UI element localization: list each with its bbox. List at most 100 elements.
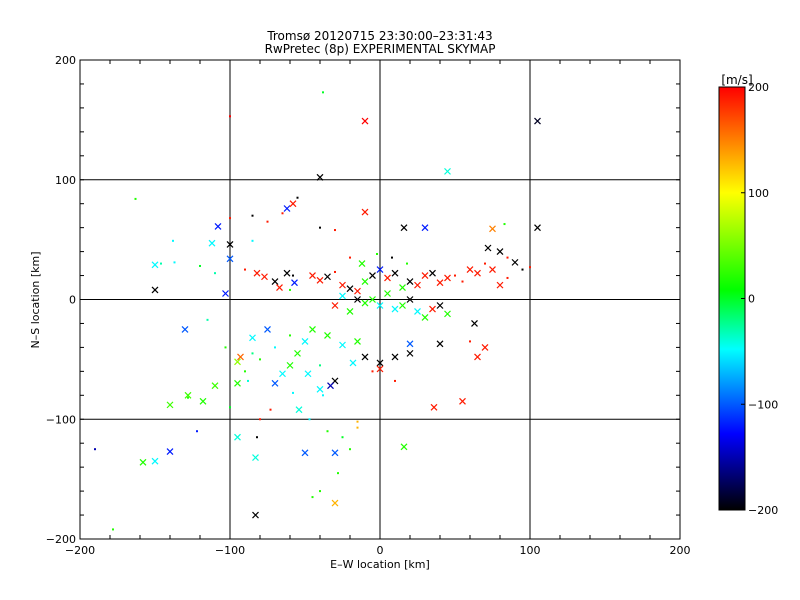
data-point-dot: [207, 319, 209, 321]
data-point-cross: [167, 402, 173, 408]
data-point-cross: [422, 314, 428, 320]
data-point-cross: [317, 386, 323, 392]
data-point-cross: [340, 293, 346, 299]
data-point-cross: [290, 201, 296, 207]
data-point-dot: [322, 91, 324, 93]
data-point-dot: [270, 409, 272, 411]
data-point-cross: [415, 282, 421, 288]
data-point-cross: [310, 326, 316, 332]
data-point-cross: [385, 291, 391, 297]
data-point-dot: [196, 430, 198, 432]
data-point-dot: [334, 229, 336, 231]
chart-subtitle: RwPretec (8p) EXPERIMENTAL SKYMAP: [265, 42, 496, 56]
data-point-cross: [359, 261, 365, 267]
data-point-dot: [259, 358, 261, 360]
data-point-dot: [322, 394, 324, 396]
colorbar-tick-label: 200: [748, 81, 769, 94]
data-point-cross: [490, 226, 496, 232]
x-tick-label: 100: [520, 544, 541, 557]
data-point-dot: [357, 421, 359, 423]
data-point-cross: [350, 360, 356, 366]
data-point-cross: [490, 267, 496, 273]
data-point-dot: [259, 418, 261, 420]
data-point-cross: [235, 434, 241, 440]
data-point-dot: [334, 271, 336, 273]
data-point-cross: [287, 362, 293, 368]
data-point-dot: [376, 253, 378, 255]
data-point-cross: [310, 273, 316, 279]
data-point-cross: [317, 277, 323, 283]
data-point-cross: [200, 398, 206, 404]
y-tick-label: 100: [55, 174, 76, 187]
data-point-cross: [475, 270, 481, 276]
data-point-cross: [325, 274, 331, 280]
data-point-cross: [355, 338, 361, 344]
data-point-cross: [467, 267, 473, 273]
data-point-dot: [252, 352, 254, 354]
data-point-cross: [485, 245, 491, 251]
data-point-cross: [445, 275, 451, 281]
data-point-cross: [140, 459, 146, 465]
chart-title: Tromsø 20120715 23:30:00–23:31:43: [266, 29, 492, 43]
data-point-dot: [319, 227, 321, 229]
data-point-dot: [274, 346, 276, 348]
data-point-cross: [482, 344, 488, 350]
data-point-dot: [372, 370, 374, 372]
data-point-cross: [430, 306, 436, 312]
data-point-cross: [460, 398, 466, 404]
data-point-cross: [422, 225, 428, 231]
data-point-cross: [370, 273, 376, 279]
data-point-cross: [332, 500, 338, 506]
colorbar-ticks: 200 100 0 −100 −200: [741, 81, 778, 517]
data-point-dot: [135, 198, 137, 200]
data-point-dot: [319, 364, 321, 366]
data-point-dot: [289, 289, 291, 291]
data-point-cross: [445, 311, 451, 317]
data-point-cross: [265, 326, 271, 332]
data-point-dot: [349, 257, 351, 259]
y-tick-label: 0: [69, 294, 76, 307]
data-point-cross: [295, 350, 301, 356]
data-point-dot: [94, 448, 96, 450]
data-point-cross: [437, 280, 443, 286]
data-point-cross: [280, 371, 286, 377]
data-point-cross: [392, 354, 398, 360]
data-point-cross: [475, 354, 481, 360]
data-point-cross: [400, 285, 406, 291]
data-point-cross: [284, 205, 290, 211]
data-point-cross: [223, 291, 229, 297]
data-point-cross: [392, 270, 398, 276]
data-point-dot: [252, 215, 254, 217]
data-point-cross: [340, 282, 346, 288]
data-point-dot: [319, 490, 321, 492]
data-point-cross: [296, 407, 302, 413]
y-tick-label: −200: [46, 533, 76, 546]
data-point-dot: [391, 257, 393, 259]
data-point-cross: [362, 209, 368, 215]
data-point-cross: [407, 279, 413, 285]
y-tick-label: 200: [55, 54, 76, 67]
data-point-cross: [497, 249, 503, 255]
data-point-cross: [305, 371, 311, 377]
data-point-cross: [347, 286, 353, 292]
data-point-dot: [160, 263, 162, 265]
skymap-chart: Tromsø 20120715 23:30:00–23:31:43 RwPret…: [0, 0, 800, 600]
data-point-cross: [400, 302, 406, 308]
data-point-cross: [254, 270, 260, 276]
data-point-cross: [355, 288, 361, 294]
data-point-cross: [325, 332, 331, 338]
data-point-dot: [289, 334, 291, 336]
data-point-cross: [512, 259, 518, 265]
y-tick-label: −100: [46, 413, 76, 426]
x-tick-label: −100: [215, 544, 245, 557]
colorbar-tick-label: 0: [748, 293, 755, 306]
data-point-cross: [362, 118, 368, 124]
data-point-cross: [407, 350, 413, 356]
data-point-dot: [454, 275, 456, 277]
data-point-cross: [182, 326, 188, 332]
data-point-dot: [199, 265, 201, 267]
data-point-cross: [392, 306, 398, 312]
data-point-cross: [332, 302, 338, 308]
data-point-cross: [262, 274, 268, 280]
data-point-cross: [253, 512, 259, 518]
